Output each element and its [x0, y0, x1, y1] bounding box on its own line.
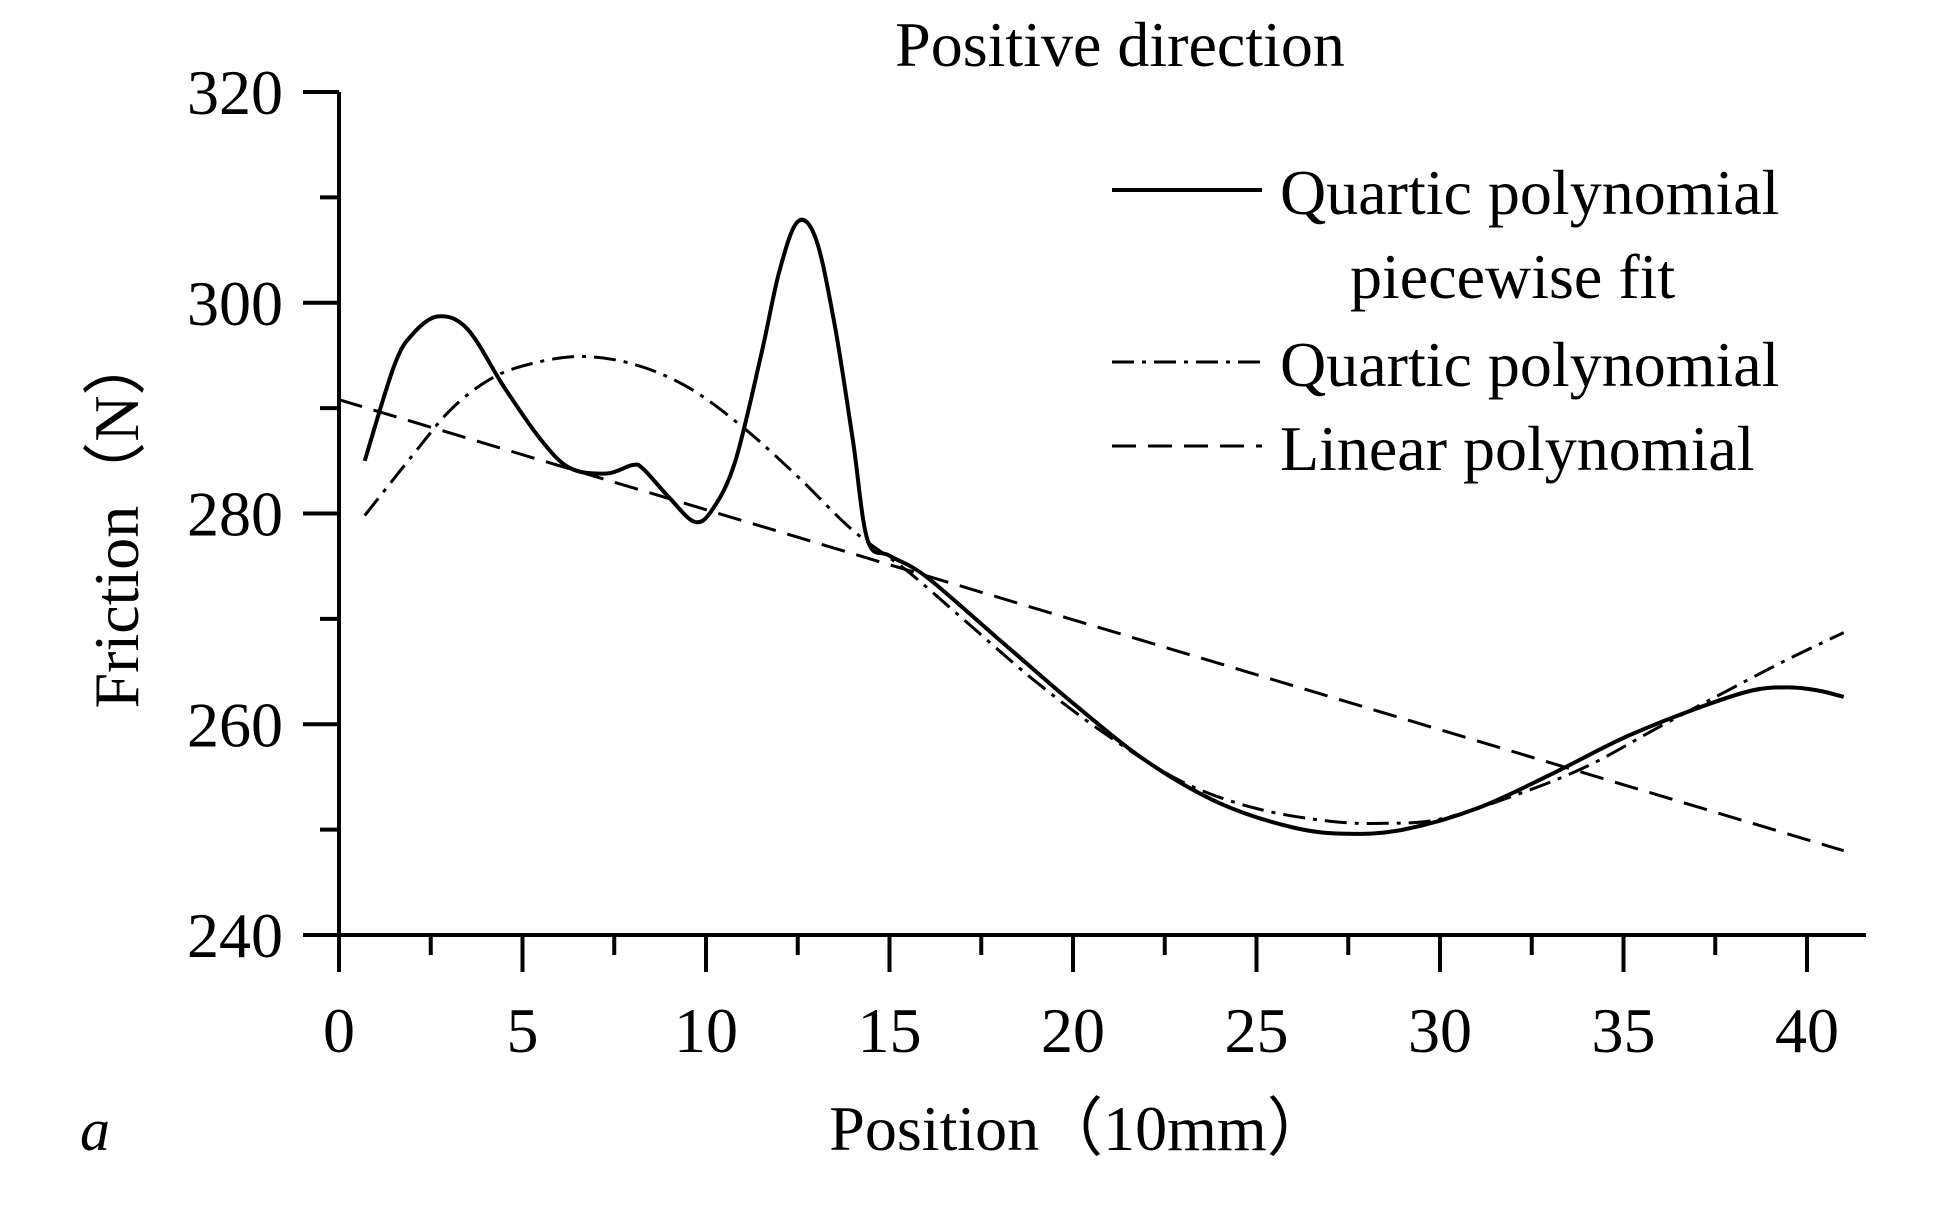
x-axis-ticks: 0 5 10 15 20 25 30 35 40: [323, 935, 1839, 1066]
legend-label: Quartic polynomial: [1280, 329, 1779, 400]
y-axis-label: Friction（N）: [81, 332, 152, 709]
y-tick-label: 320: [187, 57, 283, 128]
y-tick-label: 280: [187, 479, 283, 550]
x-tick-label: 25: [1225, 995, 1289, 1066]
plot-axes: 240 260 280 300 320 0 5 10 15 20 25 30 35 40: [187, 57, 1866, 1066]
x-tick-label: 15: [858, 995, 922, 1066]
legend-label: Linear polynomial: [1280, 413, 1755, 484]
legend: Quartic polynomial piecewise fit Quartic p…: [1112, 157, 1779, 484]
x-tick-label: 10: [674, 995, 738, 1066]
panel-label: a: [80, 1097, 110, 1163]
y-tick-label: 240: [187, 900, 283, 971]
chart-title: Positive direction: [895, 9, 1345, 80]
y-axis-ticks: 240 260 280 300 320: [187, 57, 339, 971]
series-layer: [338, 217, 1845, 853]
y-tick-label: 300: [187, 268, 283, 339]
series-line-dashed: [338, 398, 1845, 853]
x-tick-label: 0: [323, 995, 355, 1066]
series-line-dash-dot: [363, 354, 1845, 825]
legend-label: piecewise fit: [1350, 241, 1675, 312]
x-axis-label: Position（10mm）: [829, 1093, 1330, 1164]
x-tick-label: 20: [1041, 995, 1105, 1066]
series-line-solid: [362, 217, 1845, 836]
y-tick-label: 260: [187, 689, 283, 760]
x-tick-label: 35: [1592, 995, 1656, 1066]
x-tick-label: 40: [1775, 995, 1839, 1066]
x-tick-label: 5: [507, 995, 539, 1066]
x-tick-label: 30: [1408, 995, 1472, 1066]
legend-label: Quartic polynomial: [1280, 157, 1779, 228]
